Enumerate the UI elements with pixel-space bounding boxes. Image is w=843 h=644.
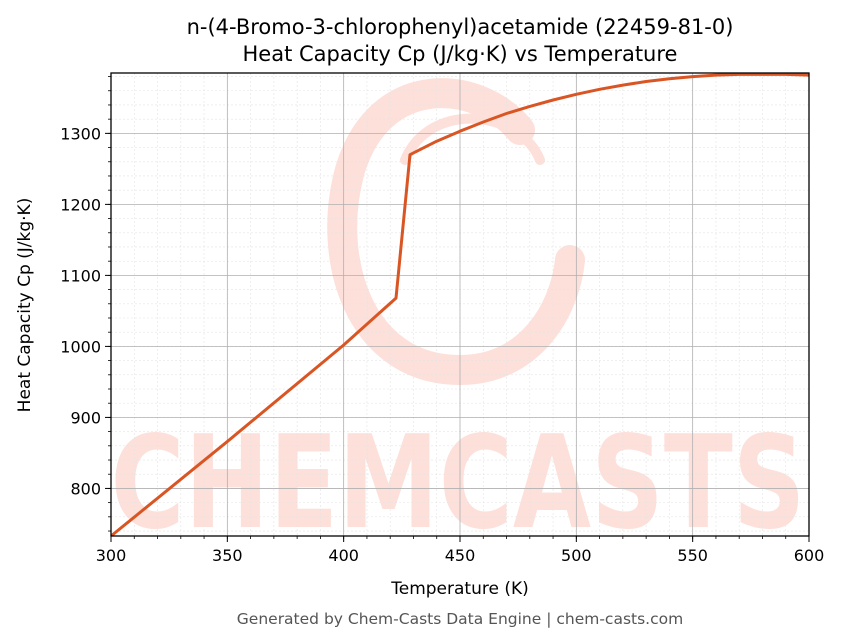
chart-subtitle: Heat Capacity Cp (J/kg·K) vs Temperature	[243, 42, 678, 66]
heat-capacity-line	[111, 73, 809, 536]
y-axis: 800 900 1000 1100 1200 1300	[60, 76, 111, 532]
x-tick-label: 450	[445, 546, 476, 565]
x-tick-label: 500	[561, 546, 592, 565]
x-axis-label: Temperature (K)	[390, 579, 529, 599]
watermark-logo-inner	[400, 113, 545, 165]
x-tick-label: 300	[96, 546, 127, 565]
x-tick-label: 350	[212, 546, 243, 565]
y-tick-label: 1000	[60, 337, 101, 356]
x-tick-label: 550	[677, 546, 708, 565]
y-axis-label: Heat Capacity Cp (J/kg·K)	[15, 198, 35, 413]
x-axis: 300 350 400 450 500 550 600	[96, 536, 825, 565]
y-tick-label: 800	[70, 479, 101, 498]
watermark-text: CHEMCASTS	[111, 409, 806, 558]
footer-credit: Generated by Chem-Casts Data Engine | ch…	[237, 610, 683, 628]
y-tick-label: 1200	[60, 195, 101, 214]
y-tick-label: 1300	[60, 124, 101, 143]
watermark-logo-swirl	[327, 78, 585, 386]
x-tick-label: 400	[328, 546, 359, 565]
chart-title: n-(4-Bromo-3-chlorophenyl)acetamide (224…	[187, 15, 734, 39]
y-tick-label: 1100	[60, 266, 101, 285]
chemcasts-watermark: CHEMCASTS	[111, 78, 806, 558]
series-layer	[111, 73, 809, 536]
y-tick-label: 900	[70, 408, 101, 427]
x-tick-label: 600	[794, 546, 825, 565]
